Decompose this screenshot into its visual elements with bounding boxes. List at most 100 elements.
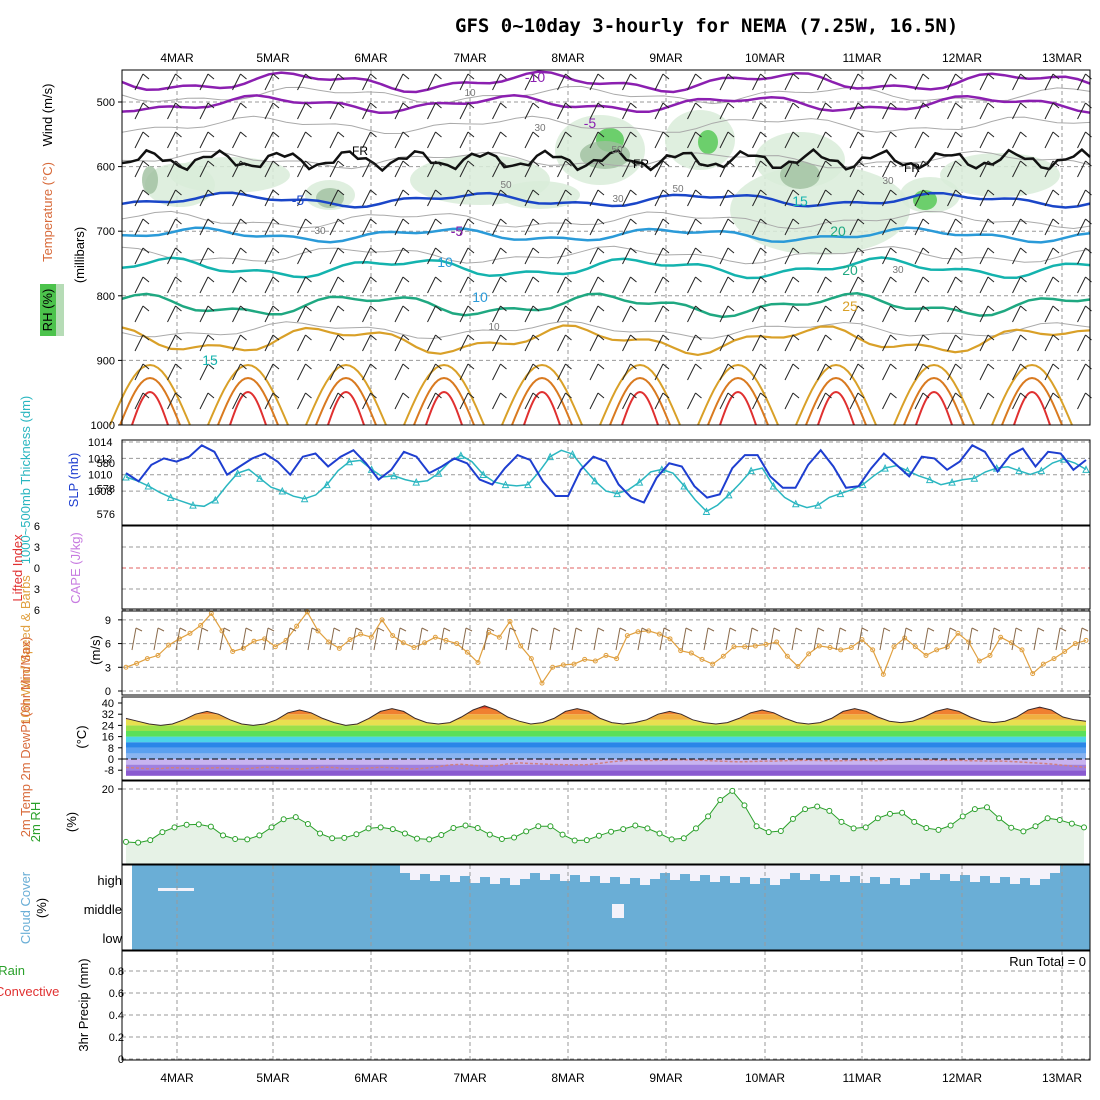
wind-barb <box>351 627 357 651</box>
temperature-contour <box>621 390 659 426</box>
thickness-point <box>791 499 800 508</box>
wind-barb <box>524 160 534 178</box>
wind-barb <box>1077 102 1086 120</box>
wind-speed-point <box>880 671 886 677</box>
wind-barb <box>223 627 231 632</box>
wind-barb <box>955 305 962 312</box>
wind-barb <box>565 218 572 225</box>
wind-barb <box>979 189 989 207</box>
wind-barb <box>492 189 501 207</box>
wind-barb <box>945 627 951 651</box>
wind-barb <box>849 276 859 294</box>
rh-point <box>571 837 578 844</box>
wind-barb <box>272 363 280 370</box>
wind-barb <box>329 363 339 381</box>
top-date-label: 7MAR <box>453 51 487 65</box>
temperature-contour <box>817 390 855 426</box>
wind-barb <box>175 189 182 196</box>
wind-barb <box>825 334 832 341</box>
wind-barb <box>134 73 144 91</box>
wind-barb <box>619 627 627 632</box>
wind-barb <box>264 247 274 265</box>
wind-barb <box>825 363 832 370</box>
wind-barb <box>394 247 404 265</box>
rh-point <box>632 822 639 829</box>
cloud-gap <box>630 865 640 878</box>
wind-barb <box>1052 305 1060 312</box>
wind-barb <box>1044 305 1054 323</box>
temperature-contour <box>121 191 1091 209</box>
cloud-gap <box>400 865 410 873</box>
wind-barb <box>134 218 144 236</box>
wind-barb <box>1052 276 1060 283</box>
wind-barb <box>792 189 800 196</box>
wind-barb <box>427 102 436 120</box>
cloud-gap <box>910 865 920 879</box>
thickness-point <box>702 507 711 515</box>
wind-barb <box>264 334 274 352</box>
thickness-point <box>970 474 979 482</box>
cape-axis-label: CAPE (J/kg) <box>68 532 83 604</box>
temperature-band <box>126 764 1086 771</box>
wind-speed-point <box>742 644 748 650</box>
wind-barb <box>199 218 209 236</box>
wind-barb <box>747 627 753 651</box>
wind-barb <box>305 73 312 80</box>
cloud-gap <box>920 865 930 873</box>
wind-barb <box>630 160 637 167</box>
wind-barb <box>337 189 345 196</box>
wind-barb <box>987 392 995 399</box>
rh-point <box>195 821 202 828</box>
cloud-gap <box>760 865 770 878</box>
wind-barb <box>622 218 631 236</box>
wind-barb <box>373 627 379 651</box>
wind-barb <box>1020 247 1027 254</box>
wind-barb <box>1020 276 1027 283</box>
wind-barb <box>134 392 144 410</box>
wind-barb <box>817 189 826 207</box>
wind-barb <box>459 247 469 265</box>
thickness-point <box>948 478 956 486</box>
wind-barb <box>922 392 930 399</box>
wind-barb <box>272 392 280 399</box>
wind-barb <box>695 73 702 80</box>
wind-barb <box>524 189 534 207</box>
wind-barb <box>329 305 339 323</box>
wind-barb <box>305 160 312 167</box>
wind-barb <box>622 276 631 294</box>
wind-speed-point <box>475 660 481 666</box>
wind-speed-point <box>539 680 545 686</box>
wind-barb <box>305 392 312 399</box>
temperature-contour-label: 20 <box>842 262 858 278</box>
wind-barb <box>175 247 182 254</box>
rh-point <box>135 839 142 846</box>
wind-barb <box>272 73 280 80</box>
wind-barb <box>890 131 897 138</box>
wind-barb <box>402 131 410 138</box>
temperature-contour <box>915 390 953 426</box>
wind-barb <box>329 160 339 178</box>
wind-barb <box>435 363 442 370</box>
cloud-gap <box>880 865 890 884</box>
wind-barb <box>589 131 599 149</box>
wind-speed-point <box>806 651 812 657</box>
wind-barb <box>232 131 241 149</box>
cloud-gap <box>470 865 480 883</box>
wind-barb <box>890 102 897 109</box>
rh2m-panel-frame <box>121 780 1091 865</box>
precip-axis-label: 3hr Precip (mm) <box>76 958 91 1051</box>
wind-barb <box>297 218 306 236</box>
wind-speed-point <box>198 622 204 628</box>
wind-barb <box>630 334 637 341</box>
temperature-band <box>126 753 1086 759</box>
wind-barb <box>882 189 891 207</box>
thickness-point <box>434 469 443 477</box>
wind-barb <box>773 627 781 632</box>
temperature-contour <box>121 70 1091 94</box>
wind-barb <box>500 305 507 312</box>
rh-point <box>232 836 239 843</box>
wind-barb <box>135 627 143 632</box>
cloud-gap <box>840 865 850 882</box>
wind-barb <box>329 334 339 352</box>
wind-barb <box>492 305 501 323</box>
